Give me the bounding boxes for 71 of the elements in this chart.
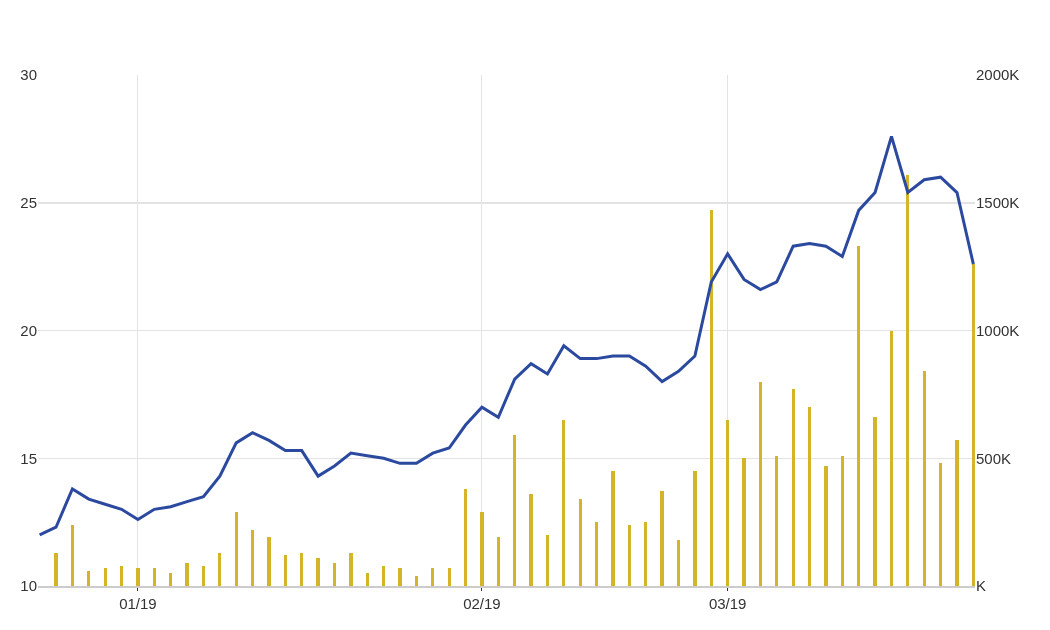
bar (594, 522, 599, 586)
line-series (38, 134, 975, 537)
bar (54, 552, 58, 586)
bar (922, 371, 926, 586)
bar (169, 573, 173, 586)
bar (119, 565, 124, 586)
x-tick-label: 03/19 (708, 595, 747, 612)
bar (250, 529, 255, 586)
bar (513, 435, 517, 586)
bar (283, 555, 287, 586)
bar (775, 455, 779, 586)
bar (398, 568, 402, 586)
bar (742, 458, 746, 586)
y2-tick-label: 1000K (976, 321, 1020, 339)
bar (889, 330, 894, 586)
y-tick-label: 15 (20, 449, 37, 467)
bar (873, 417, 877, 586)
bar (218, 552, 222, 586)
bar (611, 471, 615, 586)
bar (938, 463, 943, 586)
bar (365, 573, 369, 586)
y2-tick-label: 1500K (976, 194, 1020, 211)
bar (807, 407, 812, 586)
y-tick-label: 25 (20, 194, 37, 211)
bar (906, 174, 910, 586)
bar (545, 534, 550, 586)
bar (857, 246, 861, 586)
bar (496, 537, 500, 586)
bar (758, 381, 763, 586)
y2-tick-label: K (976, 577, 987, 595)
bar (103, 568, 107, 586)
bar (644, 522, 648, 586)
bar (431, 568, 435, 586)
bar (480, 511, 484, 586)
bar (201, 565, 206, 586)
bar (136, 568, 140, 586)
bar (185, 563, 189, 586)
bar (824, 465, 828, 586)
y-tick-label: 20 (20, 321, 37, 339)
bar (70, 524, 75, 586)
bar (578, 499, 582, 586)
bar (726, 419, 730, 586)
bar (840, 455, 844, 586)
bar (529, 494, 533, 586)
bar (267, 537, 271, 586)
y-tick-label: 30 (20, 66, 37, 84)
bar (676, 540, 681, 586)
bar (300, 552, 304, 586)
bar (447, 568, 451, 586)
bar (627, 524, 631, 586)
bar (955, 440, 959, 586)
y2-tick-label: 2000K (976, 66, 1020, 84)
bar (382, 565, 386, 586)
bar (349, 552, 353, 586)
bar (234, 511, 238, 586)
bar (152, 568, 156, 586)
bar (332, 563, 337, 586)
bar (693, 471, 697, 586)
bar (660, 491, 664, 586)
bar (316, 557, 320, 586)
bar (414, 575, 419, 586)
x-tick-label: 01/19 (119, 595, 157, 612)
bar (709, 210, 713, 586)
bar (463, 488, 468, 586)
y-tick-label: 10 (20, 577, 37, 595)
bar (791, 389, 795, 586)
y2-tick-label: 500K (976, 449, 1012, 467)
bar (562, 419, 566, 586)
bar (971, 264, 975, 586)
bar (87, 570, 91, 586)
x-tick-label: 02/19 (463, 595, 501, 612)
